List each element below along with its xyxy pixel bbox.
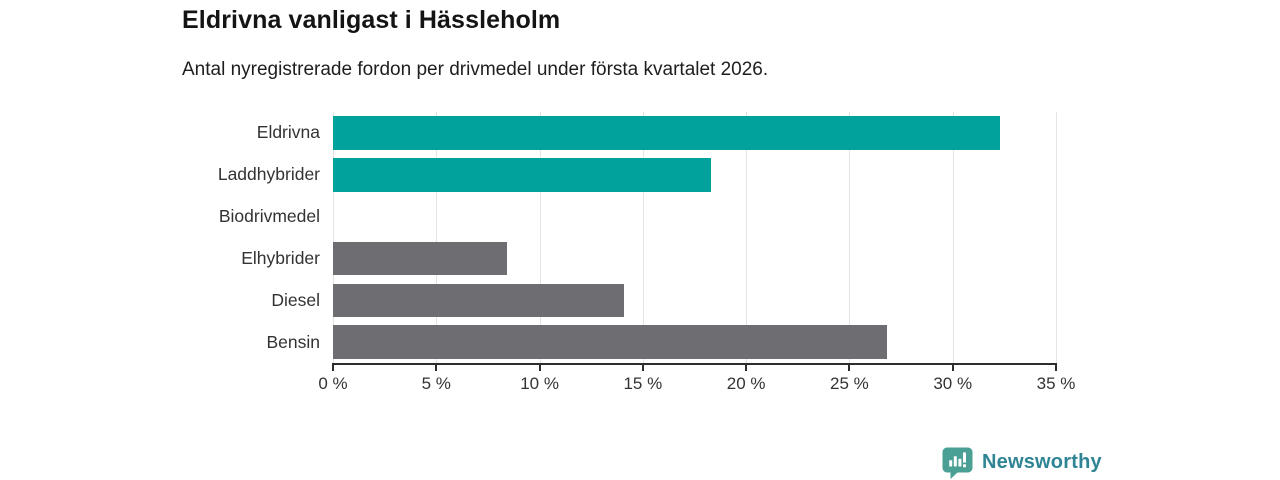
- gridline: [952, 112, 954, 363]
- x-tick-label: 35 %: [1036, 374, 1076, 393]
- x-axis-line: [332, 363, 1057, 365]
- x-tick-mark: [951, 365, 954, 371]
- gridline: [539, 112, 541, 363]
- category-label-eldrivna: Eldrivna: [256, 122, 320, 143]
- x-axis: 0 % 5 % 10 % 15 % 20 % 25 % 30 % 35 %: [318, 365, 1075, 405]
- x-tick-label: 0 %: [318, 374, 348, 393]
- chart-title: Eldrivna vanligast i Hässleholm: [182, 6, 561, 34]
- category-label-laddhybrider: Laddhybrider: [217, 164, 320, 185]
- x-tick-label: 5 %: [421, 374, 451, 393]
- bar-elhybrider: [333, 241, 507, 276]
- x-tick-label: 25 %: [830, 374, 869, 393]
- bar-laddhybrider: [333, 158, 712, 192]
- chart-subtitle: Antal nyregistrerade fordon per drivmede…: [182, 59, 769, 80]
- x-tick-label: 20 %: [726, 374, 766, 393]
- newsworthy-logo[interactable]: Newsworthy: [941, 446, 1102, 479]
- bar-bensin: [333, 325, 887, 359]
- bar-diesel: [333, 283, 625, 317]
- x-tick-label: 30 %: [933, 374, 973, 393]
- category-labels: Eldrivna Laddhybrider Biodrivmedel Elhybrid…: [0, 112, 320, 363]
- category-label-diesel: Diesel: [271, 289, 320, 310]
- gridline: [642, 112, 644, 363]
- gridline: [849, 112, 851, 363]
- x-tick-mark: [435, 365, 438, 371]
- x-tick-label: 10 %: [520, 374, 559, 393]
- gridline: [333, 112, 334, 363]
- category-label-bensin: Bensin: [266, 331, 320, 352]
- x-tick-label: 15 %: [623, 374, 663, 393]
- x-tick-mark: [1055, 365, 1057, 371]
- newsworthy-logo-icon: [941, 446, 974, 479]
- gridline: [436, 112, 438, 363]
- x-tick-mark: [332, 365, 334, 371]
- x-tick-mark: [641, 365, 644, 371]
- category-label-biodrivmedel: Biodrivmedel: [218, 206, 320, 227]
- x-tick-mark: [848, 365, 851, 371]
- newsworthy-logo-text: Newsworthy: [982, 451, 1102, 473]
- gridline: [1056, 112, 1057, 363]
- category-label-elhybrider: Elhybrider: [241, 247, 320, 268]
- x-tick-mark: [538, 365, 541, 371]
- bar-chart-plot-area: [333, 112, 1057, 363]
- bar-eldrivna: [333, 116, 1001, 150]
- x-tick-mark: [745, 365, 748, 371]
- gridline: [746, 112, 748, 363]
